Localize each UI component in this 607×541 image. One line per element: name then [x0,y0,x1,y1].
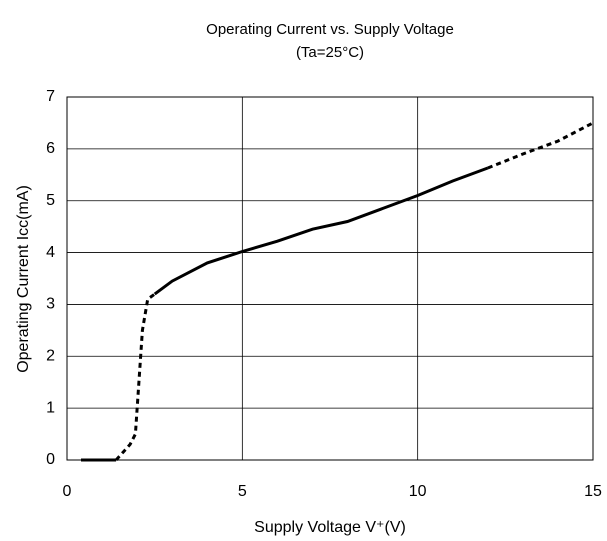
x-axis-label: Supply Voltage V⁺(V) [254,519,406,536]
y-tick-label: 2 [46,348,55,365]
x-tick-label: 0 [63,483,72,500]
y-axis-label: Operating Current Icc(mA) [15,185,32,373]
y-tick-label: 6 [46,140,55,157]
y-tick-label: 3 [46,296,55,313]
data-line [487,121,594,170]
y-tick-label: 4 [46,244,55,261]
data-line [153,166,489,296]
chart-title: Operating Current vs. Supply Voltage [206,21,454,38]
x-tick-label: 5 [238,483,247,500]
data-line [114,292,156,462]
x-tick-label: 10 [409,483,427,500]
y-tick-label: 1 [46,399,55,416]
chart-subtitle: (Ta=25°C) [296,44,364,61]
y-tick-label: 0 [46,451,55,468]
plot-frame [66,96,594,461]
y-tick-label: 7 [46,88,55,105]
x-tick-label: 15 [584,483,602,500]
y-tick-label: 5 [46,192,55,209]
